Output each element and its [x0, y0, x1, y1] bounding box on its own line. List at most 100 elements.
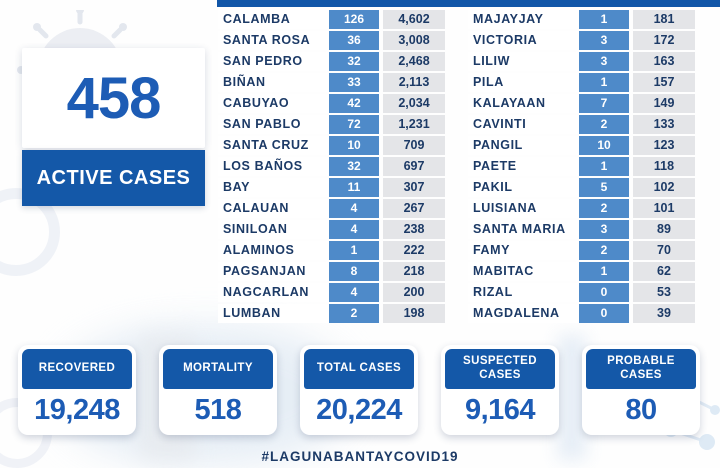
stat-card: TOTAL CASES 20,224	[300, 345, 418, 435]
municipality-name: MAGDALENA	[468, 304, 579, 323]
stat-label: MORTALITY	[163, 349, 273, 389]
new-cases-cell: 2	[579, 115, 629, 134]
total-cases-cell: 149	[633, 94, 695, 113]
total-cases-cell: 709	[383, 136, 445, 155]
new-cases-cell: 11	[329, 178, 379, 197]
table-row: LUMBAN 2 198	[218, 304, 445, 323]
new-cases-cell: 4	[329, 199, 379, 218]
total-cases-cell: 157	[633, 73, 695, 92]
municipality-name: KALAYAAN	[468, 94, 579, 113]
new-cases-cell: 3	[579, 220, 629, 239]
municipality-name: CABUYAO	[218, 94, 329, 113]
new-cases-cell: 32	[329, 157, 379, 176]
table-row: SANTA MARIA 3 89	[468, 220, 695, 239]
campaign-hashtag: #LAGUNABANTAYCOVID19	[261, 449, 459, 464]
total-cases-cell: 2,468	[383, 52, 445, 71]
municipality-name: RIZAL	[468, 283, 579, 302]
municipality-name: SANTA CRUZ	[218, 136, 329, 155]
stat-label: RECOVERED	[22, 349, 132, 389]
total-cases-cell: 238	[383, 220, 445, 239]
municipality-name: MABITAC	[468, 262, 579, 281]
table-row: MAJAYJAY 1 181	[468, 10, 695, 29]
total-cases-cell: 133	[633, 115, 695, 134]
stat-card: MORTALITY 518	[159, 345, 277, 435]
table-row: VICTORIA 3 172	[468, 31, 695, 50]
total-cases-cell: 307	[383, 178, 445, 197]
municipality-name: CALAUAN	[218, 199, 329, 218]
total-cases-cell: 70	[633, 241, 695, 260]
table-row: LOS BAÑOS 32 697	[218, 157, 445, 176]
municipality-name: SAN PABLO	[218, 115, 329, 134]
cases-table-left: CALAMBA 126 4,602 SANTA ROSA 36 3,008 SA…	[218, 10, 445, 325]
new-cases-cell: 8	[329, 262, 379, 281]
new-cases-cell: 3	[579, 52, 629, 71]
table-row: SINILOAN 4 238	[218, 220, 445, 239]
total-cases-cell: 102	[633, 178, 695, 197]
municipality-name: LUMBAN	[218, 304, 329, 323]
municipality-name: PAETE	[468, 157, 579, 176]
total-cases-cell: 53	[633, 283, 695, 302]
stat-card: RECOVERED 19,248	[18, 345, 136, 435]
table-row: MAGDALENA 0 39	[468, 304, 695, 323]
total-cases-cell: 163	[633, 52, 695, 71]
table-header-bar	[217, 0, 720, 7]
new-cases-cell: 4	[329, 220, 379, 239]
total-cases-cell: 101	[633, 199, 695, 218]
new-cases-cell: 2	[329, 304, 379, 323]
active-cases-banner: ACTIVE CASES	[22, 150, 205, 206]
new-cases-cell: 10	[579, 136, 629, 155]
stat-card: SUSPECTED CASES 9,164	[441, 345, 559, 435]
municipality-name: SAN PEDRO	[218, 52, 329, 71]
new-cases-cell: 42	[329, 94, 379, 113]
stat-value: 19,248	[34, 393, 120, 426]
new-cases-cell: 4	[329, 283, 379, 302]
municipality-name: BIÑAN	[218, 73, 329, 92]
new-cases-cell: 2	[579, 241, 629, 260]
table-row: ALAMINOS 1 222	[218, 241, 445, 260]
table-row: KALAYAAN 7 149	[468, 94, 695, 113]
total-cases-cell: 3,008	[383, 31, 445, 50]
stat-value: 518	[194, 393, 242, 426]
stat-value: 80	[625, 393, 657, 426]
municipality-name: MAJAYJAY	[468, 10, 579, 29]
table-row: CALAUAN 4 267	[218, 199, 445, 218]
municipality-name: CAVINTI	[468, 115, 579, 134]
municipality-name: LILIW	[468, 52, 579, 71]
total-cases-cell: 222	[383, 241, 445, 260]
table-row: PAGSANJAN 8 218	[218, 262, 445, 281]
new-cases-cell: 10	[329, 136, 379, 155]
total-cases-cell: 1,231	[383, 115, 445, 134]
total-cases-cell: 123	[633, 136, 695, 155]
municipality-name: PANGIL	[468, 136, 579, 155]
table-row: CAVINTI 2 133	[468, 115, 695, 134]
table-row: MABITAC 1 62	[468, 262, 695, 281]
total-cases-cell: 181	[633, 10, 695, 29]
table-row: BAY 11 307	[218, 178, 445, 197]
total-cases-cell: 39	[633, 304, 695, 323]
new-cases-cell: 1	[579, 10, 629, 29]
stat-card: PROBABLE CASES 80	[582, 345, 700, 435]
table-row: BIÑAN 33 2,113	[218, 73, 445, 92]
new-cases-cell: 0	[579, 283, 629, 302]
new-cases-cell: 7	[579, 94, 629, 113]
municipality-name: SANTA MARIA	[468, 220, 579, 239]
municipality-name: BAY	[218, 178, 329, 197]
municipality-name: LUISIANA	[468, 199, 579, 218]
new-cases-cell: 3	[579, 31, 629, 50]
new-cases-cell: 32	[329, 52, 379, 71]
municipality-name: PILA	[468, 73, 579, 92]
total-cases-cell: 172	[633, 31, 695, 50]
total-cases-cell: 198	[383, 304, 445, 323]
table-row: SANTA CRUZ 10 709	[218, 136, 445, 155]
table-row: LILIW 3 163	[468, 52, 695, 71]
table-row: RIZAL 0 53	[468, 283, 695, 302]
total-cases-cell: 200	[383, 283, 445, 302]
total-cases-cell: 62	[633, 262, 695, 281]
municipality-name: PAGSANJAN	[218, 262, 329, 281]
total-cases-cell: 4,602	[383, 10, 445, 29]
new-cases-cell: 1	[579, 157, 629, 176]
new-cases-cell: 72	[329, 115, 379, 134]
new-cases-cell: 5	[579, 178, 629, 197]
stat-value: 9,164	[464, 393, 536, 426]
